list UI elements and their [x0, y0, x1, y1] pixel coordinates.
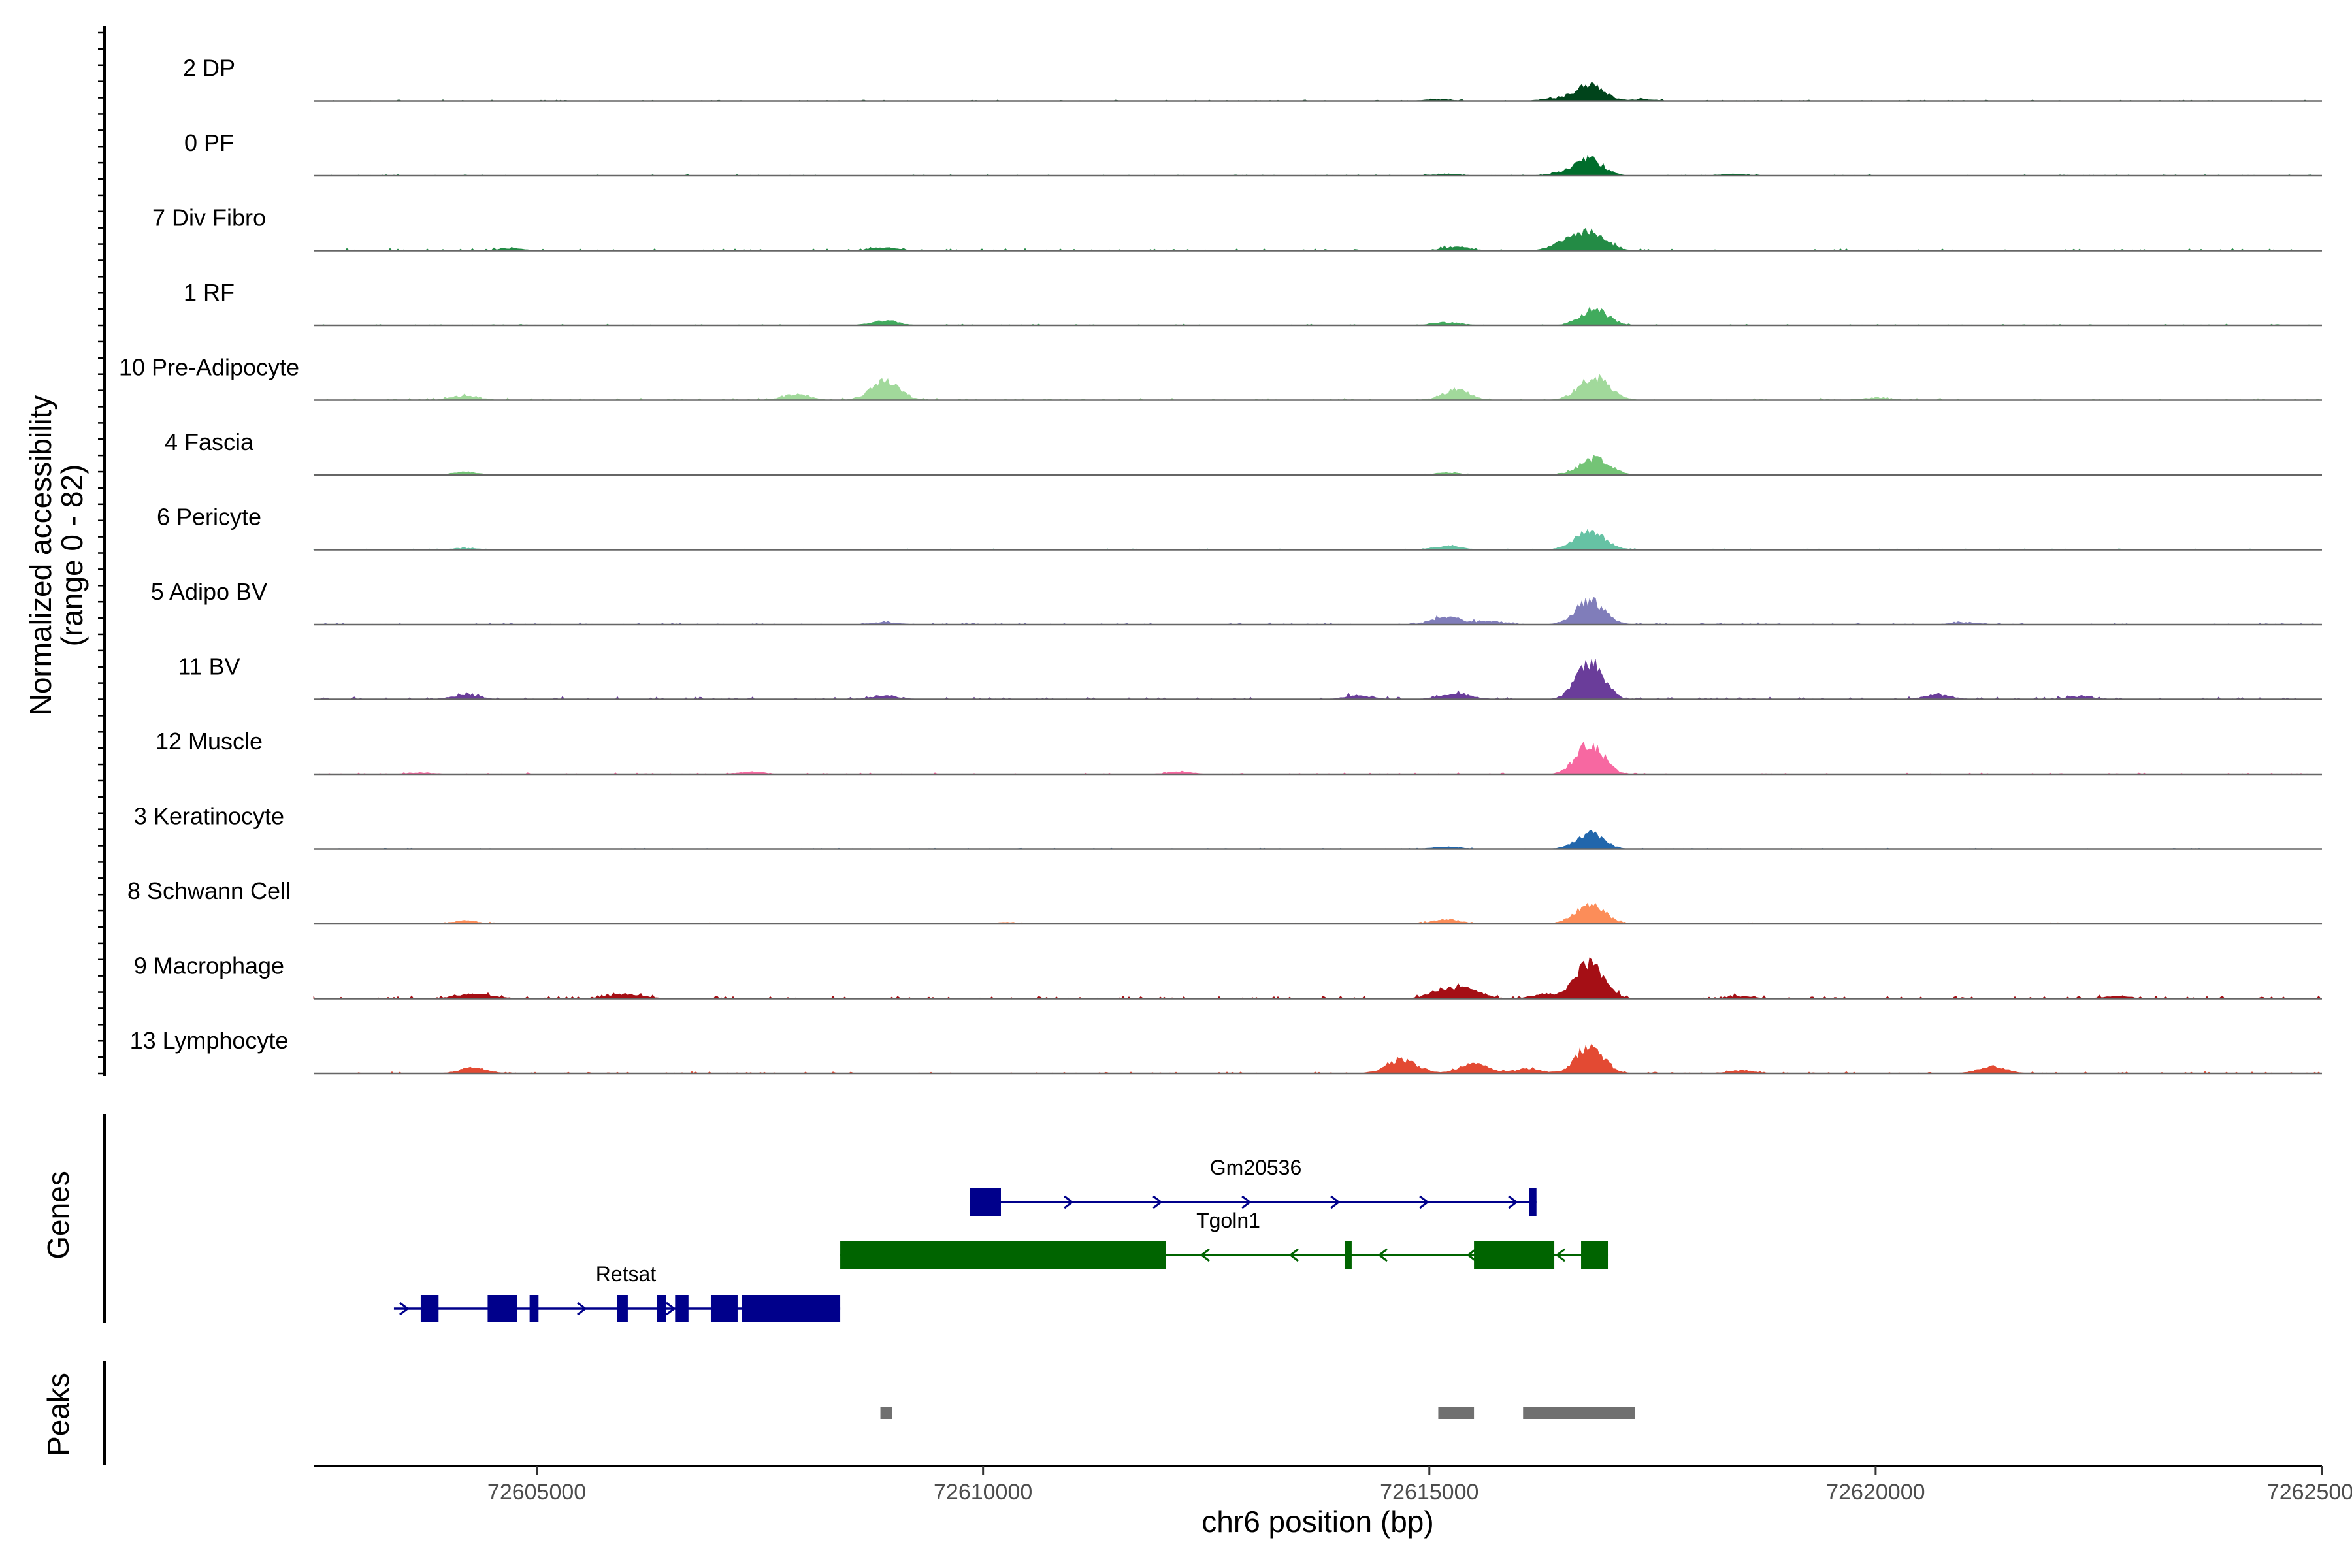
coverage-area	[314, 596, 2322, 625]
peak-region	[880, 1407, 892, 1419]
coverage-track: 6 Pericyte	[157, 504, 2322, 551]
track-label: 1 RF	[184, 279, 235, 306]
y-axis-title-line2: (range 0 - 82)	[55, 465, 89, 647]
coverage-area	[314, 659, 2322, 700]
coverage-track: 13 Lymphocyte	[130, 1027, 2322, 1075]
gene-exon	[617, 1295, 628, 1322]
coverage-area	[313, 957, 2322, 1000]
track-label: 3 Keratinocyte	[134, 803, 284, 830]
x-tick-label: 72620000	[1826, 1480, 1925, 1505]
gene-model: Gm20536	[970, 1156, 1537, 1216]
x-axis-title: chr6 position (bp)	[1201, 1505, 1433, 1539]
coverage-area	[313, 455, 2322, 476]
strand-arrow	[1288, 1248, 1299, 1262]
peaks-panel-title: Peaks	[41, 1373, 75, 1456]
coverage-area	[313, 529, 2322, 550]
x-tick-label: 72605000	[487, 1480, 586, 1505]
strand-arrow	[1377, 1248, 1388, 1262]
coverage-track: 1 RF	[184, 279, 2322, 327]
track-label: 5 Adipo BV	[151, 578, 267, 605]
y-axis-title: Normalized accessibility (range 0 - 82)	[24, 395, 89, 716]
coverage-area	[314, 227, 2322, 252]
track-label: 0 PF	[184, 129, 234, 156]
track-label: 13 Lymphocyte	[130, 1027, 289, 1054]
x-tick-label: 72610000	[934, 1480, 1032, 1505]
coverage-area	[313, 902, 2323, 924]
strand-arrow	[666, 1301, 676, 1316]
x-axis: 72605000 72610000 72615000 72620000 7262500	[314, 1465, 2352, 1505]
strand-arrow	[1555, 1248, 1565, 1262]
coverage-track: 2 DP	[183, 55, 2322, 102]
coverage-area	[313, 306, 2322, 326]
track-label: 2 DP	[183, 55, 235, 82]
coverage-area	[314, 741, 2322, 775]
strand-arrow	[1241, 1195, 1252, 1209]
coverage-track: 11 BV	[178, 653, 2322, 700]
gene-annotation-panel: Gm20536 Tgoln1 Retsat	[103, 1114, 1609, 1323]
peak-region	[1438, 1407, 1475, 1419]
gene-exon	[420, 1295, 439, 1322]
track-label: 8 Schwann Cell	[127, 877, 291, 904]
coverage-area	[314, 830, 2322, 849]
strand-arrow	[1508, 1195, 1518, 1209]
strand-arrow	[1064, 1195, 1074, 1209]
y-axis-title-line1: Normalized accessibility	[24, 395, 57, 716]
coverage-track: 5 Adipo BV	[151, 578, 2322, 626]
coverage-area	[314, 374, 2322, 400]
x-tick-label: 72615000	[1380, 1480, 1478, 1505]
peaks-panel	[103, 1361, 1635, 1465]
coverage-area	[314, 1043, 2322, 1074]
track-label: 6 Pericyte	[157, 504, 261, 531]
coverage-track: 9 Macrophage	[134, 953, 2322, 1000]
gene-exon	[742, 1295, 841, 1322]
strand-arrow	[577, 1301, 587, 1316]
track-label: 9 Macrophage	[134, 953, 284, 979]
coverage-tracks: 2 DP 0 PF 7 Div Fibro 1 RF 10 Pre-Adipocyte 4…	[98, 26, 2323, 1076]
track-label: 11 BV	[178, 653, 240, 680]
track-label: 4 Fascia	[165, 429, 254, 455]
gene-exon	[710, 1295, 738, 1322]
x-tick-label: 7262500	[2267, 1480, 2352, 1505]
gene-model: Retsat	[393, 1262, 841, 1322]
strand-arrow	[1466, 1248, 1477, 1262]
gene-exon	[1581, 1241, 1609, 1269]
gene-exon	[487, 1295, 517, 1322]
coverage-track: 8 Schwann Cell	[127, 877, 2323, 925]
track-label: 7 Div Fibro	[152, 204, 266, 231]
gene-exon	[1344, 1241, 1352, 1269]
gene-exon	[970, 1188, 1001, 1216]
strand-arrow	[1200, 1248, 1210, 1262]
coverage-track: 7 Div Fibro	[152, 204, 2322, 252]
track-label: 10 Pre-Adipocyte	[119, 354, 299, 381]
gene-label: Tgoln1	[1196, 1209, 1260, 1232]
gene-exon	[529, 1295, 539, 1322]
coverage-area	[314, 82, 2322, 101]
coverage-track: 3 Keratinocyte	[134, 803, 2322, 850]
strand-arrow	[1330, 1195, 1341, 1209]
gene-exon	[1474, 1241, 1555, 1269]
gene-exon	[675, 1295, 689, 1322]
strand-arrow	[399, 1301, 410, 1316]
gene-label: Retsat	[596, 1262, 657, 1286]
coverage-track: 4 Fascia	[165, 429, 2322, 476]
gene-exon	[1529, 1188, 1537, 1216]
coverage-track: 12 Muscle	[155, 728, 2322, 776]
strand-arrow	[1419, 1195, 1429, 1209]
track-label: 12 Muscle	[155, 728, 263, 755]
gene-exon	[840, 1241, 1166, 1269]
gene-label: Gm20536	[1210, 1156, 1302, 1179]
coverage-area	[314, 155, 2322, 176]
peak-region	[1523, 1407, 1635, 1419]
coverage-track: 10 Pre-Adipocyte	[119, 354, 2322, 401]
strand-arrow	[1152, 1195, 1163, 1209]
gene-model: Tgoln1	[840, 1209, 1609, 1269]
gene-exon	[657, 1295, 666, 1322]
genes-panel-title: Genes	[41, 1171, 75, 1260]
coverage-track: 0 PF	[184, 129, 2322, 177]
